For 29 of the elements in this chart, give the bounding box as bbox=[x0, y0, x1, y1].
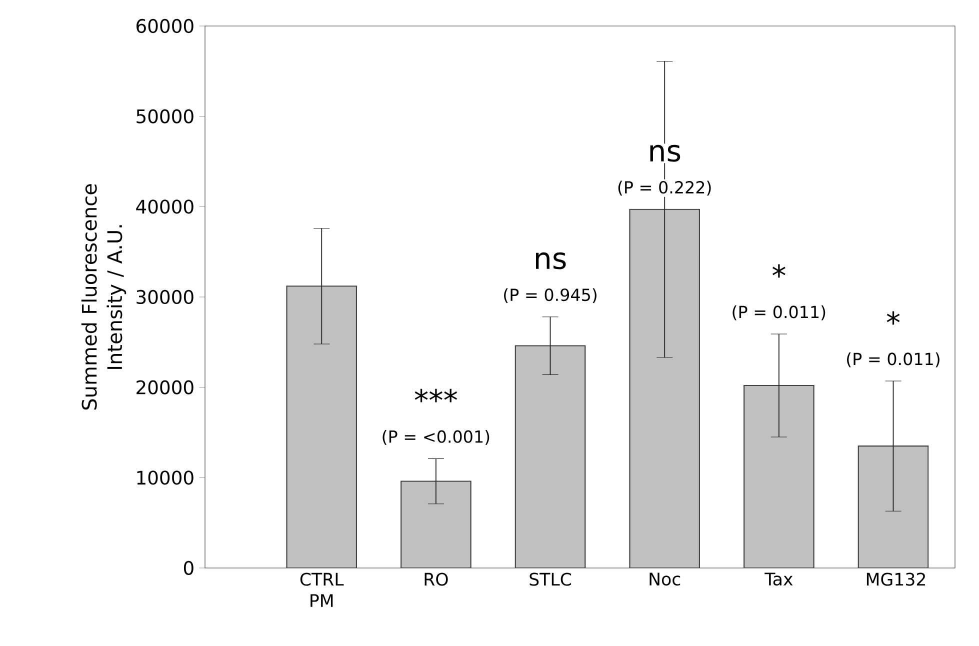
annotation: (P = <0.001) bbox=[382, 430, 490, 445]
x-tick-label: RO bbox=[424, 572, 448, 586]
y-tick-label: 20000 bbox=[136, 380, 194, 394]
x-tick-label: Noc bbox=[650, 572, 680, 586]
bar bbox=[286, 286, 358, 568]
bar bbox=[401, 481, 471, 568]
x-tick-label: MG132 bbox=[866, 572, 925, 586]
annotation: * bbox=[886, 311, 900, 325]
y-axis-title: Summed Fluorescence Intensity / A.U. bbox=[81, 184, 126, 410]
y-tick-label: 40000 bbox=[136, 200, 194, 214]
annotation: (P = 0.011) bbox=[732, 305, 826, 320]
annotation: (P = 0.945) bbox=[504, 288, 596, 304]
y-tick-label: 50000 bbox=[136, 109, 194, 124]
annotation: * bbox=[772, 264, 786, 278]
annotation: ns bbox=[536, 252, 566, 270]
bar bbox=[514, 345, 586, 568]
x-tick-label: Tax bbox=[764, 572, 793, 586]
annotation: (P = 0.011) bbox=[847, 352, 940, 368]
annotation: ns bbox=[650, 144, 680, 162]
y-tick-label: 60000 bbox=[136, 18, 194, 34]
x-tick-label: CTRL PM bbox=[300, 572, 344, 607]
y-tick-label: 10000 bbox=[137, 470, 194, 485]
bar bbox=[744, 384, 814, 568]
annotation: *** bbox=[414, 388, 458, 402]
bar bbox=[629, 208, 700, 568]
y-tick-label: 30000 bbox=[136, 290, 194, 304]
y-tick-label: 0 bbox=[184, 560, 194, 576]
annotation: (P = 0.222) bbox=[618, 180, 711, 196]
x-tick-label: STLC bbox=[530, 572, 572, 586]
